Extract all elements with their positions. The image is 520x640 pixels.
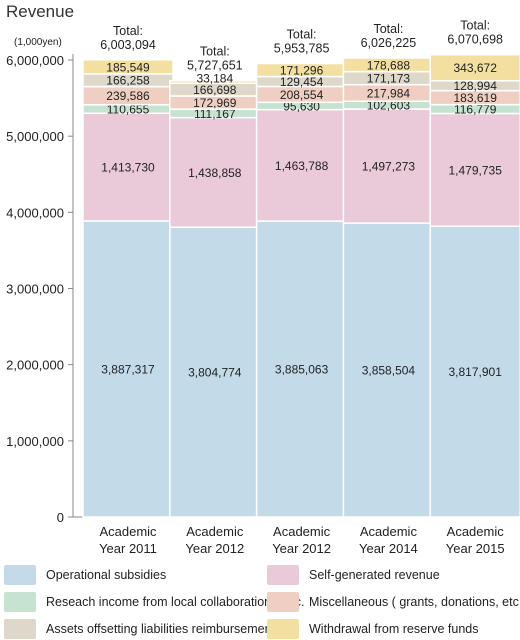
chart-title: Revenue (6, 2, 75, 21)
x-tick-label: Year 2012 (185, 541, 244, 556)
total-label: Total: (287, 28, 317, 42)
x-tick-label: Academic (447, 524, 505, 539)
chart-legend: Operational subsidies Self-generated reve… (0, 557, 520, 640)
bar-value-label: 3,858,504 (362, 364, 416, 378)
legend-item: Assets offsetting liabilities reimbursem… (4, 618, 275, 640)
bar-value-label: 110,655 (107, 103, 150, 117)
x-tick-label: Academic (273, 524, 331, 539)
total-value: 6,026,225 (361, 36, 417, 50)
y-tick-label: 5,000,000 (6, 129, 64, 144)
bar-value-label: 1,413,730 (101, 161, 155, 175)
bar-segment (342, 108, 435, 224)
legend-swatch (267, 619, 299, 639)
bar-value-label: 129,454 (280, 75, 324, 89)
bar-segment (255, 108, 348, 222)
x-tick-label: Year 2015 (446, 541, 505, 556)
legend-label: Withdrawal from reserve funds (309, 622, 479, 636)
bar-value-label: 102,603 (367, 99, 411, 113)
bar-value-label: 3,885,063 (275, 363, 329, 377)
legend-item: Operational subsidies (4, 564, 166, 586)
bar-value-label: 33,184 (196, 72, 233, 86)
stacked-bar-chart: 0 1,000,000 2,000,000 3,000,000 4,000,000 5,0… (6, 19, 520, 556)
x-tick-label: Academic (360, 524, 418, 539)
legend-item: Self-generated revenue (267, 564, 440, 586)
bar-value-label: 185,549 (106, 60, 150, 74)
bar-value-label: 171,296 (280, 64, 324, 78)
y-tick-label: 2,000,000 (6, 358, 64, 373)
bar-value-label: 343,672 (454, 61, 498, 75)
y-tick-label: 1,000,000 (6, 434, 64, 449)
bar-value-label: 1,463,788 (275, 159, 329, 173)
legend-swatch (267, 565, 299, 585)
bar-value-label: 183,619 (454, 91, 498, 105)
legend-swatch (4, 592, 36, 612)
legend-label: Assets offsetting liabilities reimbursem… (46, 622, 276, 636)
legend-swatch (267, 592, 299, 612)
legend-item: Reseach income from local collaborations… (4, 591, 304, 613)
bar-segment (255, 220, 348, 518)
x-tick-label: Academic (99, 524, 157, 539)
legend-label: Miscellaneous ( grants, donations, etc.) (309, 595, 520, 609)
bar-value-label: 172,969 (193, 96, 237, 110)
bar-segment (169, 226, 261, 518)
total-value: 5,727,651 (187, 59, 243, 73)
bar-value-label: 166,258 (106, 74, 150, 88)
bar-segment (429, 53, 520, 82)
y-tick-label: 4,000,000 (6, 205, 64, 220)
legend-item: Miscellaneous ( grants, donations, etc.) (267, 591, 520, 613)
bar-value-label: 116,779 (454, 103, 497, 117)
x-tick-label: Academic (186, 524, 244, 539)
total-label: Total: (373, 22, 403, 36)
bar-value-label: 128,994 (454, 79, 498, 93)
x-tick-label: Year 2014 (359, 541, 418, 556)
legend-label: Operational subsidies (46, 568, 167, 582)
bar-value-label: 1,438,858 (188, 166, 242, 180)
x-tick-label: Year 2011 (99, 541, 157, 556)
total-label: Total: (113, 24, 143, 38)
y-axis-unit-label: (1,000yen) (14, 37, 62, 48)
bar-value-label: 178,688 (367, 58, 411, 72)
y-tick-label: 0 (57, 510, 64, 525)
bar-value-label: 166,698 (193, 83, 237, 97)
bar-value-label: 3,804,774 (188, 366, 242, 380)
bar-value-label: 1,479,735 (449, 163, 503, 177)
y-tick-label: 3,000,000 (6, 282, 64, 297)
total-value: 6,070,698 (447, 33, 503, 47)
bar-value-label: 208,554 (280, 88, 324, 102)
bar-value-label: 1,497,273 (362, 160, 416, 174)
bar-value-label: 3,887,317 (101, 362, 155, 376)
bar-value-label: 3,817,901 (449, 365, 503, 379)
bar-segment (82, 59, 174, 75)
total-value: 5,953,785 (274, 42, 330, 56)
legend-item: Withdrawal from reserve funds (267, 618, 479, 640)
y-tick-label: 6,000,000 (6, 53, 64, 68)
bar-segment (169, 116, 261, 228)
bar-segment (429, 225, 520, 518)
legend-label: Reseach income from local collaborations… (46, 595, 305, 609)
bar-segment (82, 220, 174, 518)
legend-label: Self-generated revenue (309, 568, 440, 582)
total-label: Total: (200, 45, 230, 59)
bar-segment (342, 222, 435, 518)
x-tick-label: Year 2012 (272, 541, 331, 556)
legend-swatch (4, 619, 36, 639)
total-value: 6,003,094 (100, 38, 156, 52)
bar-value-label: 171,173 (367, 72, 411, 86)
total-label: Total: (460, 19, 490, 33)
bar-value-label: 239,586 (106, 89, 150, 103)
legend-swatch (4, 565, 36, 585)
bar-value-label: 111,167 (194, 107, 236, 121)
bar-segment (82, 112, 174, 222)
bar-value-label: 217,984 (367, 86, 411, 100)
